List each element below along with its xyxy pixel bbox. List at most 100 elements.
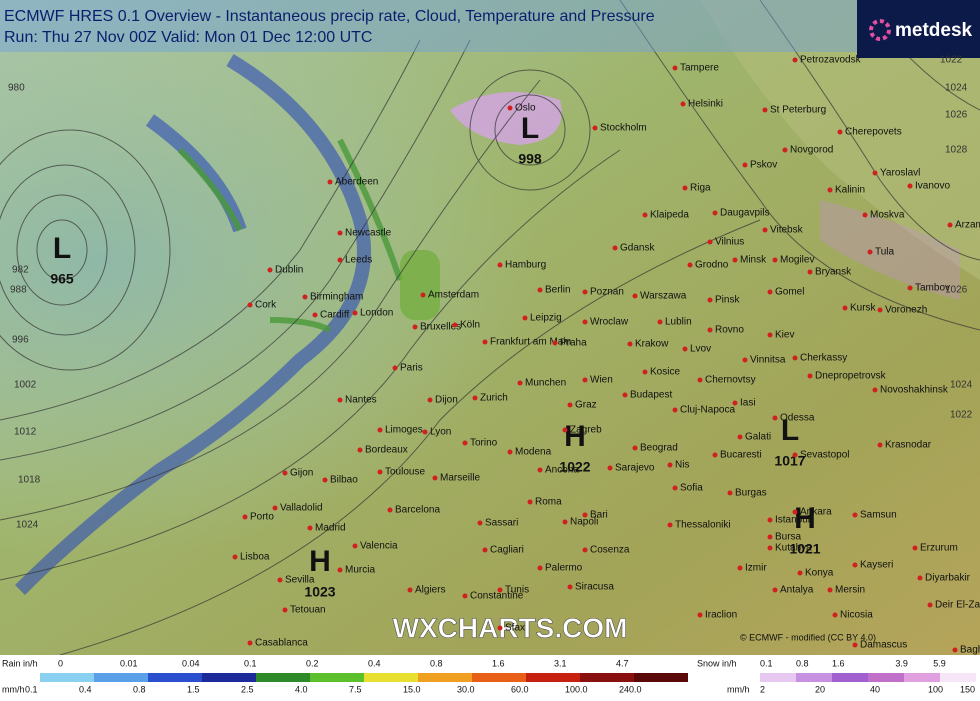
city-label: Gijon	[290, 468, 313, 479]
city-label: Thessaloniki	[675, 520, 731, 531]
rain-mm: 15.0	[403, 684, 421, 694]
city-label: Ivanovo	[915, 181, 950, 192]
city-dot	[582, 289, 588, 295]
rain-swatch	[418, 673, 472, 682]
pressure-letter: H	[309, 545, 331, 578]
isobar-label: 980	[8, 83, 25, 94]
city-label: Helsinki	[688, 99, 723, 110]
city-label: Aberdeen	[335, 177, 378, 188]
city-label: Roma	[535, 497, 562, 508]
city-label: Bruxelles	[420, 322, 461, 333]
city-dot	[712, 452, 718, 458]
snow-swatch	[940, 673, 976, 682]
city-dot	[772, 415, 778, 421]
city-dot	[537, 287, 543, 293]
city-dot	[232, 554, 238, 560]
isobar-label: 982	[12, 265, 29, 276]
city-dot	[592, 125, 598, 131]
city-label: Zagreb	[570, 425, 602, 436]
city-label: Minsk	[740, 255, 767, 266]
pressure-letter: L	[521, 112, 539, 145]
city-label: Baghdad	[960, 645, 980, 656]
isobar-label: 1024	[16, 520, 39, 531]
city-label: Leeds	[345, 255, 372, 266]
city-label: Sofia	[680, 483, 703, 494]
city-dot	[827, 587, 833, 593]
city-dot	[337, 397, 343, 403]
rain-mm: 30.0	[457, 684, 475, 694]
city-dot	[622, 392, 628, 398]
city-label: Nis	[675, 460, 689, 471]
city-dot	[482, 547, 488, 553]
snow-inh: 5.9	[933, 658, 946, 668]
city-label: Madrid	[315, 523, 346, 534]
snow-mm-label: mm/h	[727, 684, 750, 694]
run-info: Run: Thu 27 Nov 00Z Valid: Mon 01 Dec 12…	[4, 29, 372, 46]
city-dot	[792, 509, 798, 515]
city-label: Kalinin	[835, 185, 865, 196]
city-dot	[552, 340, 558, 346]
city-label: Oslo	[515, 103, 536, 114]
rain-mm: 100.0	[565, 684, 588, 694]
rain-inh: 1.6	[492, 658, 505, 668]
snow-mm: 150	[960, 684, 975, 694]
city-dot	[627, 341, 633, 347]
isobar-label: 1024	[950, 380, 973, 391]
city-dot	[562, 427, 568, 433]
rain-mm-label: mm/h	[2, 684, 25, 694]
city-label: Newcastle	[345, 228, 392, 239]
snow-label: Snow in/h	[697, 658, 737, 668]
city-label: Praha	[560, 338, 587, 349]
city-dot	[927, 602, 933, 608]
city-dot	[837, 129, 843, 135]
city-label: Kiev	[775, 330, 794, 341]
rain-swatch	[40, 673, 94, 682]
city-dot	[527, 499, 533, 505]
city-dot	[712, 210, 718, 216]
city-label: Bucaresti	[720, 450, 762, 461]
city-label: Riga	[690, 183, 711, 194]
isobar-label: 1012	[14, 427, 37, 438]
rain-swatch	[94, 673, 148, 682]
isobar-label: 988	[10, 285, 27, 296]
city-label: Sfax	[505, 623, 525, 634]
city-dot	[667, 462, 673, 468]
city-label: Klaipeda	[650, 210, 689, 221]
city-dot	[947, 222, 953, 228]
city-dot	[672, 407, 678, 413]
city-dot	[792, 355, 798, 361]
precip-core	[177, 138, 403, 333]
city-label: Vinnitsa	[750, 355, 786, 366]
city-dot	[697, 377, 703, 383]
city-dot	[877, 307, 883, 313]
city-label: Lyon	[430, 427, 451, 438]
rain-inh: 0.4	[368, 658, 381, 668]
city-label: Napoli	[570, 517, 598, 528]
isobar-label: 1022	[950, 410, 973, 421]
city-label: Beograd	[640, 443, 678, 454]
city-dot	[562, 519, 568, 525]
city-label: Cork	[255, 300, 277, 311]
rain-mm: 4.0	[295, 684, 308, 694]
city-dot	[872, 170, 878, 176]
city-dot	[907, 183, 913, 189]
city-label: Erzurum	[920, 543, 958, 554]
city-label: Munchen	[525, 378, 566, 389]
city-label: Porto	[250, 512, 274, 523]
rain-inh: 0.1	[244, 658, 257, 668]
city-dot	[682, 346, 688, 352]
city-dot	[797, 570, 803, 576]
city-label: Yaroslavl	[880, 168, 920, 179]
snow-swatch	[796, 673, 832, 682]
rain-inh: 0.04	[182, 658, 200, 668]
city-dot	[672, 65, 678, 71]
city-label: Burgas	[735, 488, 767, 499]
city-dot	[732, 257, 738, 263]
city-label: Kursk	[850, 303, 877, 314]
city-label: Warszawa	[640, 291, 687, 302]
city-dot	[537, 565, 543, 571]
city-label: Iasi	[740, 398, 756, 409]
rain-mm: 0.8	[133, 684, 146, 694]
city-dot	[832, 612, 838, 618]
city-dot	[912, 545, 918, 551]
